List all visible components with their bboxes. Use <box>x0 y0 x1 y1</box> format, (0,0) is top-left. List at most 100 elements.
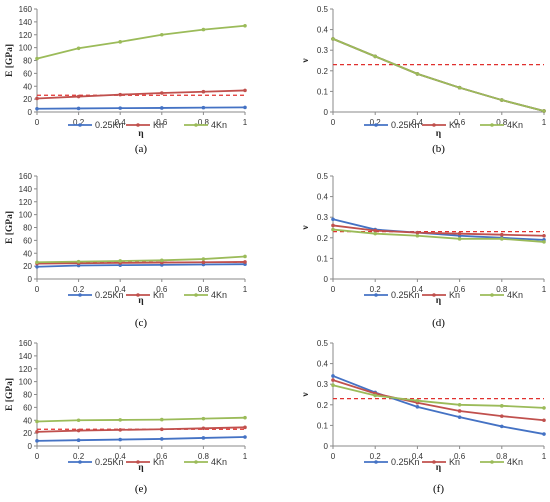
y-tick-label: 0.4 <box>317 193 329 202</box>
legend-marker <box>136 123 140 127</box>
y-tick-label: 100 <box>19 44 33 53</box>
legend-label: 4Kn <box>507 457 523 467</box>
chart-panel-6: 0 0.1 0.2 0.3 0.4 0.5 0 0.2 0.4 0.6 0.8 1 ν η 0.25Kn Kn… <box>301 339 547 495</box>
panel-label: (a) <box>135 143 148 155</box>
data-point <box>243 88 247 93</box>
x-tick-label: 0.4 <box>412 452 424 461</box>
legend-marker <box>374 123 378 127</box>
x-tick-label: 0.6 <box>454 285 466 294</box>
y-tick-label: 0.2 <box>317 401 329 410</box>
data-point <box>76 428 81 433</box>
data-point <box>118 106 122 110</box>
data-point <box>415 233 420 238</box>
data-point <box>542 406 546 410</box>
legend-marker <box>194 460 198 464</box>
data-point <box>542 432 546 436</box>
x-tick-label: 1 <box>542 285 547 294</box>
chart-panel-2: 0 0.1 0.2 0.3 0.4 0.5 0 0.2 0.4 0.6 0.8 1 ν η 0.25Kn Kn… <box>301 5 547 155</box>
data-point <box>457 237 462 241</box>
y-tick-label: 20 <box>23 262 32 271</box>
data-point <box>76 46 81 51</box>
data-point <box>201 426 206 431</box>
y-tick-label: 0.2 <box>317 234 329 243</box>
x-tick-label: 0.6 <box>454 452 466 461</box>
series-line-0.25Kn <box>332 375 545 435</box>
y-tick-label: 140 <box>19 352 33 361</box>
y-tick-label: 20 <box>23 95 32 104</box>
x-axis-title: η <box>138 129 143 139</box>
data-point <box>331 37 335 41</box>
legend-label: Kn <box>449 457 460 467</box>
data-point <box>500 237 504 241</box>
data-point <box>201 27 206 32</box>
series-line-4Kn <box>36 255 246 264</box>
y-tick-label: 140 <box>19 18 33 27</box>
x-tick-label: 0 <box>331 452 336 461</box>
data-point <box>542 109 546 113</box>
legend-marker <box>490 460 494 464</box>
data-point <box>243 23 247 28</box>
data-point <box>542 233 546 238</box>
data-point <box>76 106 81 111</box>
data-point <box>415 398 420 403</box>
legend-marker <box>432 460 436 464</box>
data-point <box>500 232 504 237</box>
y-tick-label: 0 <box>324 275 329 284</box>
y-tick-label: 160 <box>19 339 33 348</box>
data-point <box>243 105 247 110</box>
x-tick-label: 1 <box>542 452 547 461</box>
x-tick-label: 0 <box>331 285 336 294</box>
y-tick-label: 100 <box>19 378 33 387</box>
x-tick-label: 0 <box>35 452 40 461</box>
y-tick-label: 40 <box>23 82 32 91</box>
x-tick-label: 0.6 <box>156 452 168 461</box>
data-point <box>201 89 206 94</box>
series-line-Kn <box>332 379 545 422</box>
data-point <box>415 72 420 76</box>
panel-label: (b) <box>432 143 445 155</box>
x-tick-label: 0.8 <box>496 452 508 461</box>
data-point <box>76 94 81 99</box>
x-tick-label: 0.2 <box>370 452 382 461</box>
y-tick-label: 80 <box>23 224 32 233</box>
x-tick-label: 0.2 <box>370 118 382 127</box>
y-tick-label: 160 <box>19 5 33 14</box>
y-tick-label: 120 <box>19 31 33 40</box>
x-tick-label: 0.8 <box>496 285 508 294</box>
series-line-0.25Kn <box>332 218 545 241</box>
legend-label: 0.25Kn <box>391 457 420 467</box>
legend-label: 0.25Kn <box>95 290 124 300</box>
x-tick-label: 0.6 <box>156 118 168 127</box>
y-tick-label: 0.4 <box>317 26 329 35</box>
x-tick-label: 0.4 <box>115 118 127 127</box>
data-point <box>500 424 504 429</box>
y-axis-title: E [GPa] <box>5 211 15 244</box>
data-point <box>160 32 164 37</box>
data-point <box>457 403 462 407</box>
series-line-4Kn <box>36 24 246 60</box>
data-point <box>415 230 420 235</box>
x-tick-label: 0 <box>331 118 336 127</box>
data-point <box>331 217 335 222</box>
y-tick-label: 0.3 <box>317 213 329 222</box>
legend-marker <box>78 460 82 464</box>
chart-panel-5: 0 20 40 60 80 100 120 140 160 0 0.2 0.4 0.6 0.8 1 E [GP… <box>5 339 248 495</box>
data-point <box>542 240 546 244</box>
data-point <box>243 425 247 430</box>
x-tick-label: 0.4 <box>115 285 127 294</box>
x-tick-label: 0.8 <box>198 285 210 294</box>
series-line-0.25Kn <box>332 38 545 112</box>
legend-marker <box>490 293 494 297</box>
x-axis-title: η <box>436 129 441 139</box>
data-point <box>35 106 39 111</box>
x-tick-label: 1 <box>243 452 248 461</box>
data-point <box>35 419 39 424</box>
data-point <box>118 259 122 263</box>
y-axis-title: ν <box>301 58 311 64</box>
y-tick-label: 0 <box>324 442 329 451</box>
data-point <box>243 415 247 420</box>
y-tick-label: 0.2 <box>317 67 329 76</box>
legend-marker <box>194 293 198 297</box>
data-point <box>118 428 122 432</box>
